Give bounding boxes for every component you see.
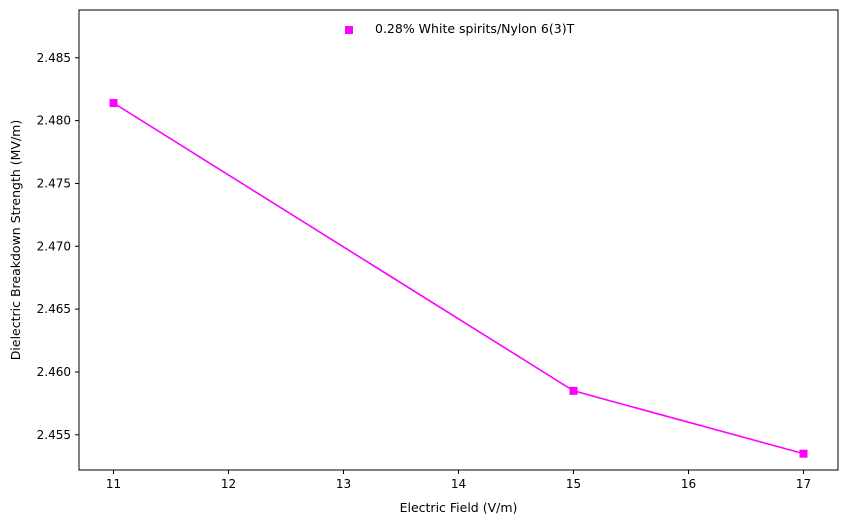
x-tick-label: 11 [106,477,121,491]
data-point [799,449,808,458]
legend-marker-square [345,26,353,34]
y-tick-label: 2.485 [37,51,71,65]
y-axis-title: Dielectric Breakdown Strength (MV/m) [8,120,23,360]
y-tick-label: 2.455 [37,428,71,442]
x-tick-label: 17 [796,477,811,491]
y-tick-label: 2.460 [37,365,71,379]
x-axis-ticks: 11 12 13 14 15 16 17 [106,470,811,491]
data-point [109,99,118,108]
x-tick-label: 16 [681,477,696,491]
legend-label: 0.28% White spirits/Nylon 6(3)T [375,21,575,36]
y-tick-label: 2.465 [37,302,71,316]
legend: 0.28% White spirits/Nylon 6(3)T [345,21,575,36]
y-axis-ticks: 2.455 2.460 2.465 2.470 2.475 2.480 2.485 [37,51,79,442]
x-tick-label: 12 [221,477,236,491]
x-tick-label: 15 [566,477,581,491]
plot-frame [78,9,839,471]
x-axis-title: Electric Field (V/m) [400,500,518,515]
y-tick-label: 2.480 [37,114,71,128]
x-tick-label: 13 [336,477,351,491]
x-tick-label: 14 [451,477,466,491]
y-tick-label: 2.470 [37,239,71,253]
y-tick-label: 2.475 [37,176,71,190]
data-point [569,386,578,395]
series-layer [109,99,808,458]
